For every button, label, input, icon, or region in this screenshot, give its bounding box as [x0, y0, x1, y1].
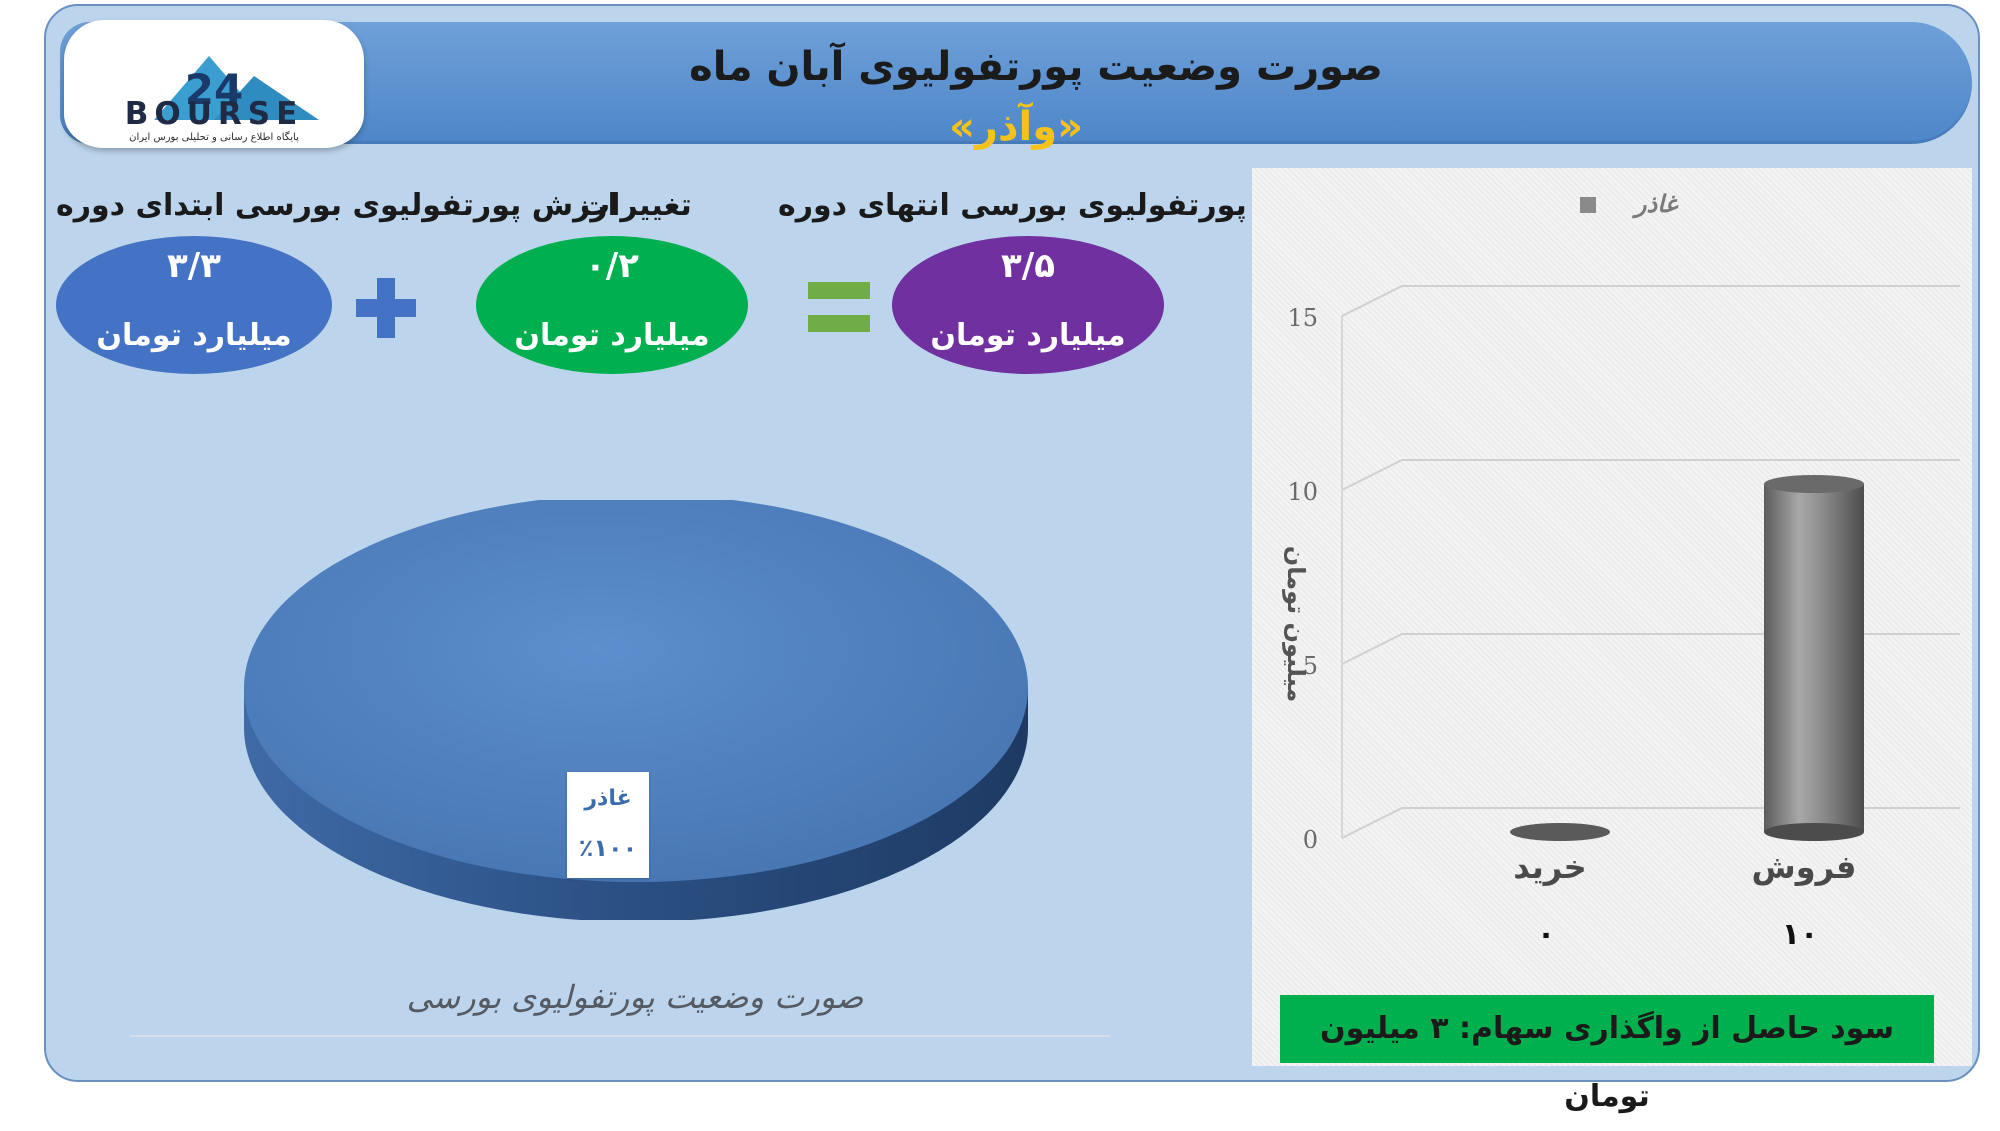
change-unit: میلیارد تومان — [514, 318, 710, 353]
bar — [1510, 823, 1610, 841]
divider — [130, 1035, 1110, 1037]
start-value-unit: میلیارد تومان — [96, 318, 292, 353]
bar-top — [1764, 475, 1864, 493]
end-value-unit: میلیارد تومان — [930, 318, 1126, 353]
y-tick-label: 0 — [1303, 826, 1318, 854]
pie-slice — [244, 500, 1028, 882]
pie-label-percent: ٪۱۰۰ — [578, 834, 638, 862]
change-ellipse: ۰/۲ میلیارد تومان — [476, 236, 748, 374]
logo-number: 24 — [185, 65, 243, 114]
start-value: ۳/۳ — [167, 246, 221, 286]
bar-value-label: ۰ — [1537, 917, 1555, 952]
profit-summary-banner: سود حاصل از واگذاری سهام: ۳ میلیون تومان — [1280, 995, 1934, 1114]
start-value-label: ارزش پورتفولیوی بورسی ابتدای دوره — [56, 188, 618, 223]
transactions-bar-chart: غاذر 0 5 10 15 میلیون تومان فروش ۱۰ خرید ۰ — [1282, 190, 1960, 952]
change-label: تغییرات — [580, 188, 692, 223]
x-category-label: فروش — [1752, 848, 1857, 886]
x-category-label: خرید — [1513, 848, 1586, 886]
logo: 24 BOURSE پایگاه اطلاع رسانی و تحلیلی بو… — [64, 20, 364, 148]
gridline — [1341, 807, 1403, 839]
page-title: صورت وضعیت پورتفولیوی آبان ماه — [689, 44, 1383, 90]
bar-base — [1764, 823, 1864, 841]
header-banner: صورت وضعیت پورتفولیوی آبان ماه «وآذر» — [60, 22, 1972, 150]
y-tick-label: 5 — [1303, 652, 1318, 680]
gridline — [1341, 285, 1403, 317]
pie-chart-title: صورت وضعیت پورتفولیوی بورسی — [406, 978, 864, 1016]
page-subtitle: «وآذر» — [949, 104, 1083, 150]
start-value-ellipse: ۳/۳ میلیارد تومان — [56, 236, 332, 374]
gridline — [1341, 459, 1403, 491]
plus-sign — [356, 278, 416, 338]
y-axis-label: میلیون تومان — [1282, 546, 1310, 703]
legend-label: غاذر — [1631, 190, 1680, 219]
logo-text: BOURSE — [124, 96, 304, 132]
end-value-label: ارزش پورتفولیوی بورسی انتهای دوره — [778, 188, 1344, 223]
equals-sign — [808, 282, 870, 332]
end-value-ellipse: ۳/۵ میلیارد تومان — [892, 236, 1164, 374]
y-tick-label: 15 — [1287, 304, 1318, 332]
legend-swatch — [1580, 197, 1596, 213]
pie-data-label: غاذر ٪۱۰۰ — [567, 772, 649, 878]
logo-mountain-icon: 24 — [154, 56, 319, 120]
gridline — [1341, 633, 1403, 665]
logo-subtitle: پایگاه اطلاع رسانی و تحلیلی بورس ایران — [129, 132, 299, 143]
end-value: ۳/۵ — [1001, 246, 1055, 286]
bar-value-label: ۱۰ — [1782, 917, 1819, 952]
bar — [1764, 484, 1864, 832]
portfolio-pie-chart — [244, 500, 1028, 920]
y-tick-label: 10 — [1287, 478, 1318, 506]
change-value: ۰/۲ — [585, 246, 639, 286]
pie-label-name: غاذر — [584, 786, 632, 811]
